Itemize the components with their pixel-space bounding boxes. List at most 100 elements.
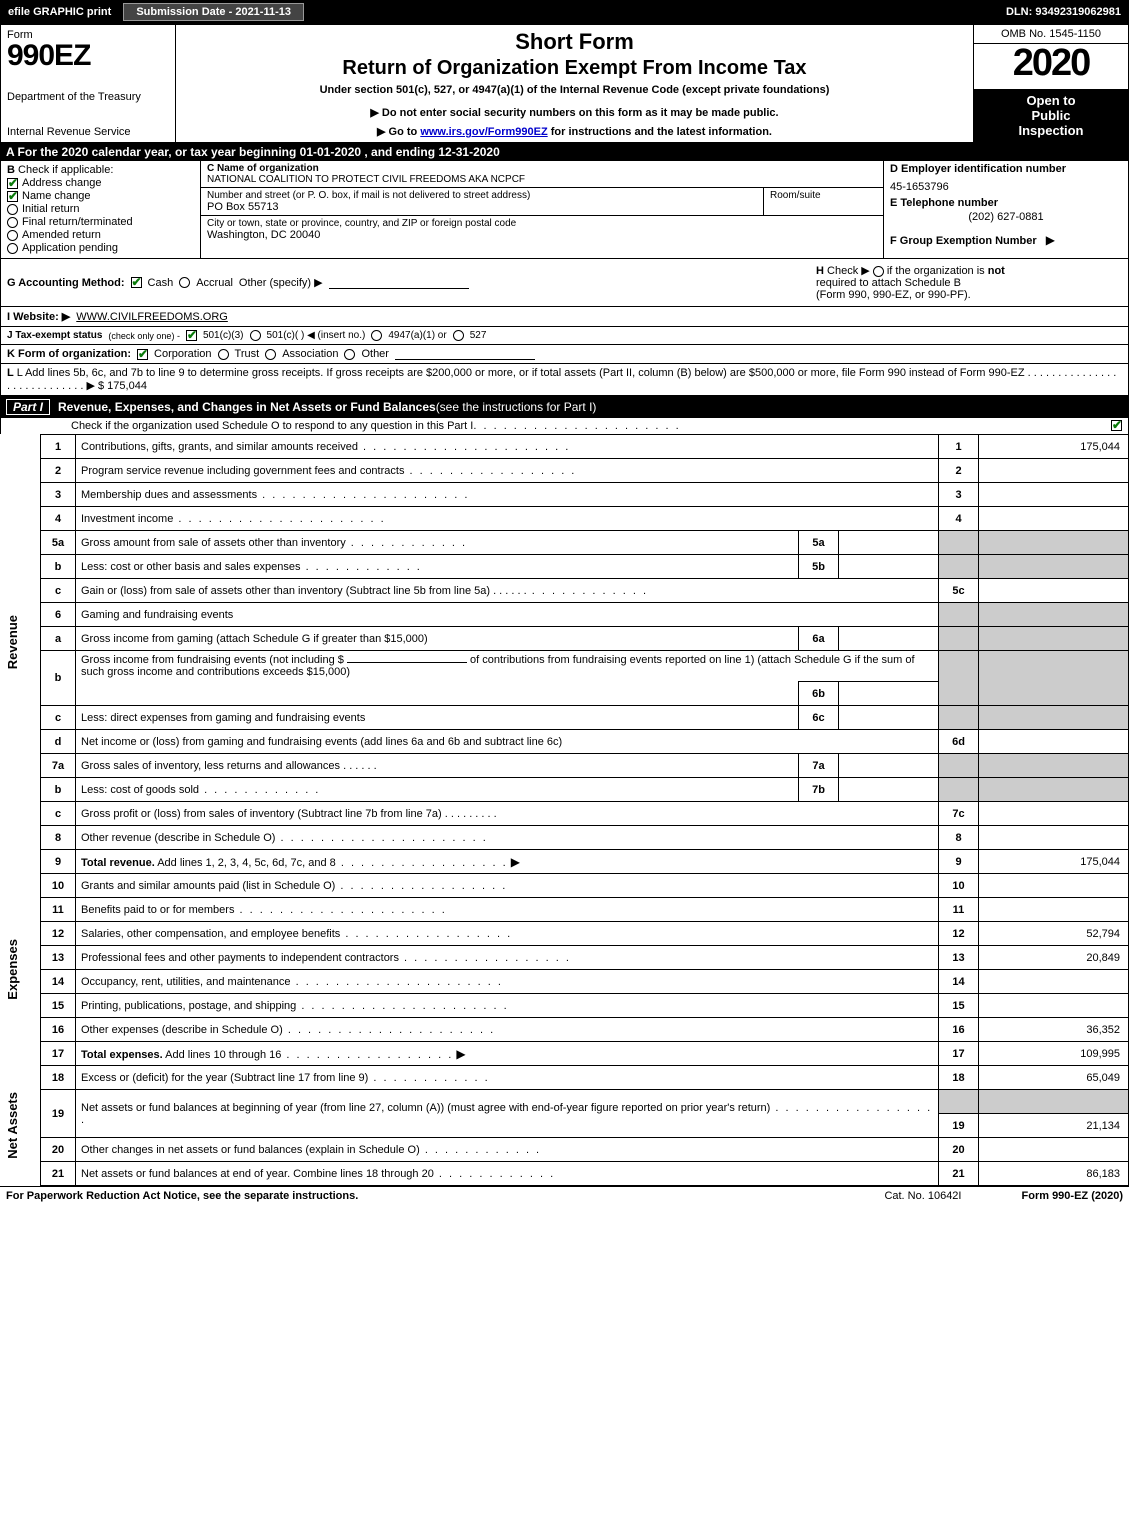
checkbox-501c3[interactable] (186, 330, 197, 341)
checkbox-trust[interactable] (218, 349, 229, 360)
irs-link[interactable]: www.irs.gov/Form990EZ (420, 126, 547, 138)
checkbox-schedule-o[interactable] (1111, 420, 1122, 431)
l4-box: 4 (939, 507, 979, 531)
netassets-label: Net Assets (5, 1092, 20, 1159)
l6a-desc: Gross income from gaming (attach Schedul… (81, 633, 428, 645)
checkbox-final-return[interactable] (7, 217, 18, 228)
l6b-fillin[interactable] (347, 662, 467, 663)
checkbox-initial-return[interactable] (7, 204, 18, 215)
checkbox-501c[interactable] (250, 330, 261, 341)
other-method-input[interactable] (329, 277, 469, 289)
l2-box: 2 (939, 459, 979, 483)
checkbox-cash[interactable] (131, 277, 142, 288)
l18-box: 18 (939, 1066, 979, 1090)
h-not: not (988, 265, 1005, 277)
l6-shaded (939, 603, 979, 627)
website-value[interactable]: WWW.CIVILFREEDOMS.ORG (76, 311, 228, 323)
checkbox-4947[interactable] (371, 330, 382, 341)
e-label: E Telephone number (890, 197, 998, 209)
efile-prefix: efile (8, 6, 33, 18)
l1-no: 1 (41, 435, 76, 459)
part1-sub-text: Check if the organization used Schedule … (71, 420, 473, 432)
label-application-pending: Application pending (22, 242, 118, 254)
goto-line: ▶ Go to www.irs.gov/Form990EZ for instru… (182, 125, 967, 138)
l20-amt (979, 1138, 1129, 1162)
l6a-shaded-amt (979, 627, 1129, 651)
top-bar: efile GRAPHIC print Submission Date - 20… (0, 0, 1129, 24)
checkbox-address-change[interactable] (7, 178, 18, 189)
l20-desc: Other changes in net assets or fund bala… (81, 1144, 420, 1156)
l13-desc: Professional fees and other payments to … (81, 952, 399, 964)
l21-desc: Net assets or fund balances at end of ye… (81, 1168, 434, 1180)
checkbox-name-change[interactable] (7, 191, 18, 202)
line-l: L L Add lines 5b, 6c, and 7b to line 9 t… (0, 364, 1129, 396)
inspection-box: Open to Public Inspection (974, 89, 1128, 142)
label-4947: 4947(a)(1) or (388, 330, 446, 341)
city-value: Washington, DC 20040 (207, 229, 877, 241)
checkbox-accrual[interactable] (179, 277, 190, 288)
part1-title-suffix: (see the instructions for Part I) (436, 400, 597, 414)
l11-desc: Benefits paid to or for members (81, 904, 234, 916)
form-ref-num: 990-EZ (1052, 1190, 1088, 1202)
l6a-subbox: 6a (799, 627, 839, 651)
line-i: I Website: ▶ WWW.CIVILFREEDOMS.ORG (0, 307, 1129, 327)
l6d-box: 6d (939, 730, 979, 754)
l2-desc: Program service revenue including govern… (81, 465, 404, 477)
l8-box: 8 (939, 826, 979, 850)
label-initial-return: Initial return (22, 203, 79, 215)
header-left: Form 990EZ Department of the Treasury In… (1, 25, 176, 142)
l17-amt: 109,995 (979, 1042, 1129, 1066)
l6c-desc: Less: direct expenses from gaming and fu… (81, 712, 365, 724)
h-text1: Check ▶ (827, 265, 870, 277)
l21-box: 21 (939, 1162, 979, 1186)
other-org-input[interactable] (395, 348, 535, 360)
i-label: I Website: ▶ (7, 310, 70, 323)
checkbox-corporation[interactable] (137, 349, 148, 360)
l8-amt (979, 826, 1129, 850)
l9-box: 9 (939, 850, 979, 874)
l-arrow: ▶ $ (86, 380, 104, 392)
checkbox-527[interactable] (453, 330, 464, 341)
dept-treasury: Department of the Treasury (7, 91, 169, 103)
checkbox-application-pending[interactable] (7, 243, 18, 254)
label-address-change: Address change (22, 177, 102, 189)
l6c-no: c (41, 706, 76, 730)
label-name-change: Name change (22, 190, 91, 202)
l1-box: 1 (939, 435, 979, 459)
h-text2: if the organization is (887, 265, 988, 277)
l9-dots (336, 857, 508, 869)
check-if-label: Check if applicable: (18, 164, 113, 176)
form-ref: Form 990-EZ (2020) (1022, 1190, 1124, 1202)
section-def: D Employer identification number 45-1653… (883, 161, 1128, 258)
cat-no: Cat. No. 10642I (884, 1190, 961, 1202)
header-center: Short Form Return of Organization Exempt… (176, 25, 973, 142)
l7a-shaded-amt (979, 754, 1129, 778)
l3-no: 3 (41, 483, 76, 507)
line-h: H Check ▶ if the organization is not req… (812, 262, 1122, 303)
checkbox-association[interactable] (265, 349, 276, 360)
l18-desc: Excess or (deficit) for the year (Subtra… (81, 1072, 368, 1084)
l5b-subamt (839, 555, 939, 579)
l6c-shaded (939, 706, 979, 730)
l7b-shaded-amt (979, 778, 1129, 802)
checkbox-amended-return[interactable] (7, 230, 18, 241)
checkbox-h[interactable] (873, 266, 884, 277)
l1-amt: 175,044 (979, 435, 1129, 459)
l6a-no: a (41, 627, 76, 651)
l6-shaded-amt (979, 603, 1129, 627)
d-label: D Employer identification number (890, 163, 1122, 175)
line-a-text: A For the 2020 calendar year, or tax yea… (6, 145, 500, 159)
l4-dots (173, 513, 385, 525)
label-other-org: Other (361, 348, 389, 360)
l7b-desc: Less: cost of goods sold (81, 784, 199, 796)
l13-dots (399, 952, 571, 964)
f-arrow: ▶ (1046, 233, 1055, 247)
l12-amt: 52,794 (979, 922, 1129, 946)
city-label: City or town, state or province, country… (207, 218, 877, 229)
h-text3: required to attach Schedule B (816, 277, 961, 289)
l17-desc: Total expenses. (81, 1049, 163, 1061)
label-cash: Cash (148, 277, 174, 289)
efile-label[interactable]: efile GRAPHIC print (0, 4, 119, 20)
checkbox-other-org[interactable] (344, 349, 355, 360)
irs-label: Internal Revenue Service (7, 126, 169, 138)
